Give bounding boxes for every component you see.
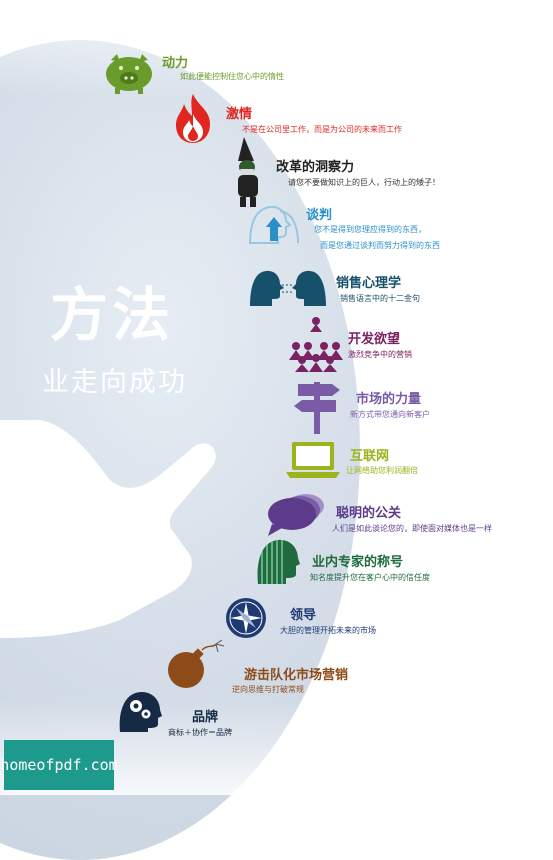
step-title-brand: 品牌 — [192, 710, 219, 725]
signpost-icon — [294, 382, 340, 434]
step-desc-motivation: 如此便能控制住您心中的惰性 — [180, 72, 284, 81]
step-desc-expert: 知名度提升您在客户心中的信任度 — [310, 573, 430, 582]
step-desc-market-power: 新方式带您通向新客户 — [350, 410, 430, 419]
step-title-motivation: 动力 — [162, 56, 189, 71]
laptop-icon — [286, 442, 340, 478]
step-title-pr: 聪明的公关 — [336, 506, 402, 521]
pig-icon — [106, 54, 152, 94]
step-desc-passion: 不是在公司里工作，而是为公司的未来而工作 — [242, 125, 402, 134]
step-title-passion: 激情 — [226, 107, 253, 122]
page-subtitle: 业走向成功 — [42, 367, 187, 398]
hand-silhouette — [0, 420, 216, 638]
step-title-market-power: 市场的力量 — [356, 392, 422, 407]
compass-icon — [226, 598, 266, 638]
page-title: 方法 — [50, 281, 175, 349]
step-desc2-negotiation: 而是您通过谈判而努力得到的东西 — [320, 241, 440, 250]
watermark-badge: homeofpdf.com — [0, 740, 118, 790]
step-desc-guerrilla: 逆向思维与打破常规 — [232, 685, 304, 694]
two-heads-icon — [250, 270, 326, 306]
speech-bubble-icon — [268, 494, 324, 536]
step-title-negotiation: 谈判 — [306, 208, 333, 223]
step-title-guerrilla: 游击队化市场营销 — [244, 668, 349, 683]
step-desc-leadership: 大胆的管理开拓未来的市场 — [280, 626, 376, 635]
step-desc-pr: 人们是如此谈论您的，即使面对媒体也是一样 — [332, 524, 492, 533]
step-desc-desire: 激烈竞争中的营销 — [348, 350, 412, 359]
step-title-sales-psychology: 销售心理学 — [336, 276, 402, 291]
striped-head-icon — [257, 539, 300, 584]
flame-icon — [176, 94, 210, 143]
step-desc-brand: 商标＋协作＝品牌 — [168, 728, 232, 737]
step-title-expert: 业内专家的称号 — [312, 555, 404, 570]
step-desc-negotiation: 您不是得到您理应得到的东西， — [314, 225, 426, 234]
step-title-leadership: 领导 — [290, 608, 317, 623]
step-desc-insight: 请您不要做知识上的巨人，行动上的矮子！ — [288, 178, 440, 187]
step-title-insight: 改革的洞察力 — [276, 160, 355, 175]
negotiation-icon — [248, 205, 299, 244]
step-desc-internet: 让网络助您利润翻倍 — [346, 466, 418, 475]
step-title-internet: 互联网 — [350, 449, 390, 464]
gnome-icon — [238, 137, 258, 207]
step-desc-sales-psychology: 销售语言中的十二金句 — [340, 294, 420, 303]
bomb-icon — [168, 640, 225, 688]
gear-head-icon — [119, 692, 162, 732]
crowd-icon — [289, 317, 343, 372]
step-title-desire: 开发欲望 — [348, 332, 401, 347]
